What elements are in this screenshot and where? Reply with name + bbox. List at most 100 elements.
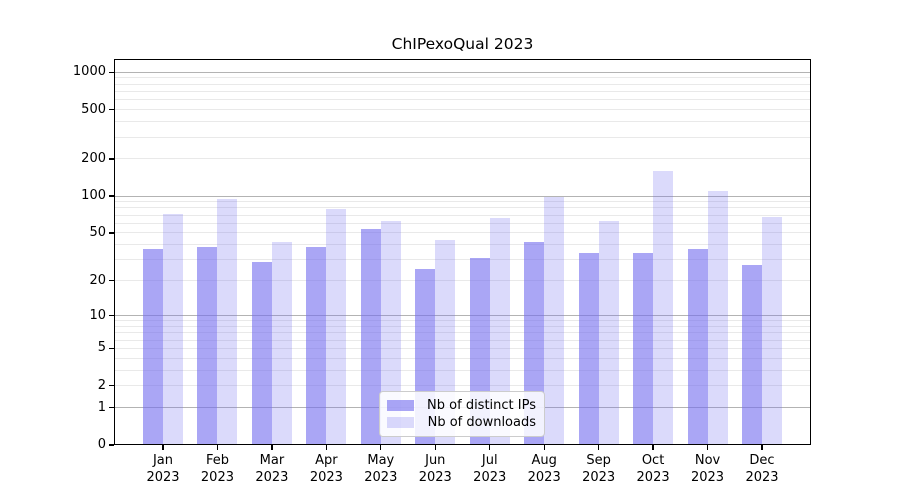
x-tick-label: Aug 2023 [527,453,561,485]
y-tick-label: 1000 [72,64,106,80]
legend-swatch-downloads [387,417,414,429]
bar-distinct-ips-may [360,228,381,445]
x-tick [325,445,327,450]
gridline-minor [114,136,811,138]
bar-downloads-jul [489,218,510,445]
y-tick [109,71,114,73]
x-tick [706,445,709,450]
bar-distinct-ips-mar [251,261,272,445]
bars-layer [114,59,811,445]
y-tick-label: 100 [81,188,106,203]
x-tick [380,445,382,450]
gridline-minor [114,121,811,123]
x-tick-label: Jul 2023 [473,453,507,485]
gridline-minor [114,325,811,327]
y-tick-label: 50 [89,224,106,240]
bar-downloads-mar [271,242,292,445]
x-tick-label: Apr 2023 [309,453,343,485]
y-tick-label: 5 [97,340,106,356]
gridline-minor [114,201,811,203]
y-tick-label: 1 [97,399,106,415]
bar-downloads-apr [326,208,347,445]
gridline-minor [114,109,811,111]
y-tick [109,406,114,409]
x-tick-label: Jan 2023 [146,453,180,485]
x-tick [434,445,436,450]
gridline-major [114,195,811,197]
y-tick [109,158,114,160]
gridline-minor [114,280,811,282]
bar-distinct-ips-jan [143,248,163,445]
gridline-minor [114,91,811,92]
x-tick-label: Jun 2023 [418,453,452,485]
gridline-minor [114,259,811,261]
bar-downloads-aug [544,196,565,445]
y-tick [109,347,114,349]
bar-distinct-ips-oct [633,253,654,445]
gridline-minor [114,369,811,371]
x-tick-label: Sep 2023 [582,453,616,485]
x-tick-label: Nov 2023 [690,453,725,485]
y-tick [109,232,114,234]
x-tick [652,445,654,450]
bar-downloads-dec [762,216,782,445]
bar-downloads-nov [707,190,728,445]
bar-downloads-may [380,221,401,445]
bar-downloads-oct [653,170,674,445]
x-tick [162,445,164,450]
y-tick [109,314,114,317]
x-tick [761,445,763,450]
bar-downloads-sep [598,221,619,445]
gridline-minor [114,339,811,341]
bar-downloads-feb [217,199,238,445]
x-tick [543,445,545,450]
gridline-minor [114,214,811,216]
legend-label-downloads: Nb of downloads [427,415,536,431]
legend-swatch-distinct-ips [387,399,414,411]
y-tick [109,280,114,282]
gridline-minor [114,222,811,224]
bar-distinct-ips-apr [306,247,327,445]
y-tick [109,195,114,197]
plot-area: Nb of distinct IPs Nb of downloads [114,59,811,445]
y-tick-label: 200 [81,150,106,166]
chart-title: ChIPexoQual 2023 [391,35,534,53]
y-tick-label: 500 [81,101,106,117]
legend-label-distinct-ips: Nb of distinct IPs [427,397,536,413]
y-tick-label: 20 [89,272,106,288]
x-tick-label: May 2023 [364,453,398,485]
gridline-minor [114,83,811,85]
gridline-minor [114,244,811,246]
gridline-minor [114,332,811,334]
bar-distinct-ips-feb [197,247,218,445]
gridline-major [114,71,811,73]
gridline-minor [114,357,811,359]
y-tick-label: 2 [97,377,106,393]
bar-distinct-ips-nov [687,248,708,445]
gridline-minor [114,207,811,209]
gridline-minor [114,232,811,234]
x-tick [597,445,600,450]
y-tick [109,108,114,111]
y-tick-label: 10 [89,307,106,323]
legend: Nb of distinct IPs Nb of downloads [379,391,545,437]
bar-downloads-jan [163,213,183,445]
gridline-minor [114,77,811,79]
x-tick-label: Oct 2023 [636,453,670,485]
bar-distinct-ips-sep [578,253,599,445]
gridline-minor [114,99,811,101]
gridlines-layer [114,59,811,445]
y-tick-label: 0 [97,437,106,452]
x-tick-label: Mar 2023 [255,453,289,485]
gridline-minor [114,385,811,387]
x-tick [216,445,219,450]
gridline-major [114,315,811,317]
bar-distinct-ips-dec [742,265,762,445]
gridline-minor [114,347,811,349]
x-tick [271,445,273,450]
legend-item-downloads: Nb of downloads [387,415,536,430]
x-tick-label: Feb 2023 [200,453,234,485]
y-tick [109,444,114,446]
gridline-minor [114,158,811,160]
